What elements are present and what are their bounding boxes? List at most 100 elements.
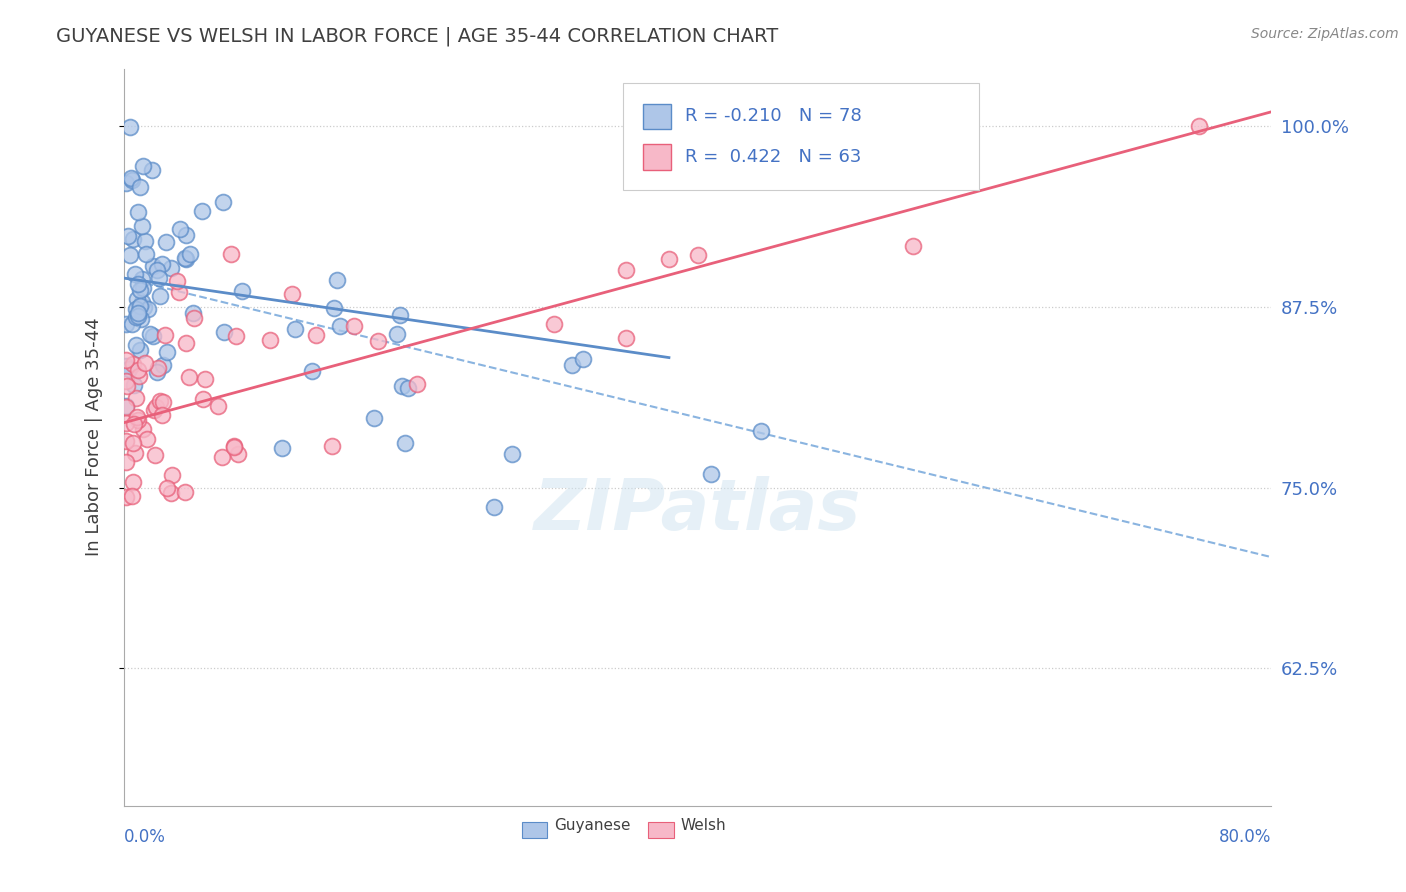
Point: [114, 490, 136, 504]
Point: [181, 306, 204, 320]
Point: [207, 399, 229, 413]
Point: [191, 392, 214, 406]
Point: [482, 500, 505, 515]
Point: [174, 251, 197, 265]
Point: [160, 485, 183, 500]
Point: [166, 274, 188, 288]
Point: [142, 260, 165, 274]
Point: [614, 263, 637, 277]
Point: [501, 447, 523, 461]
Point: [127, 205, 149, 219]
Point: [122, 475, 145, 490]
Point: [118, 362, 141, 376]
Point: [122, 232, 145, 246]
Point: [114, 434, 136, 448]
Point: [136, 301, 159, 316]
Point: [125, 338, 148, 352]
Point: [145, 400, 167, 414]
Point: [129, 283, 152, 297]
Point: [160, 467, 183, 482]
Point: [127, 363, 149, 377]
Point: [152, 395, 174, 409]
Point: [222, 438, 245, 452]
Point: [131, 294, 153, 309]
Point: [179, 370, 201, 384]
Point: [132, 300, 155, 314]
Point: [281, 287, 304, 301]
Point: [183, 311, 205, 326]
Point: [121, 489, 143, 503]
Point: [149, 289, 172, 303]
Point: [127, 413, 149, 427]
Point: [122, 378, 145, 392]
Point: [114, 455, 136, 469]
Point: [301, 363, 323, 377]
Point: [114, 400, 136, 414]
Point: [160, 260, 183, 275]
Point: [259, 333, 281, 347]
Point: [142, 403, 165, 417]
Point: [305, 327, 328, 342]
Point: [135, 247, 157, 261]
Point: [129, 312, 152, 326]
Point: [146, 365, 169, 379]
Point: [124, 446, 146, 460]
FancyBboxPatch shape: [623, 83, 979, 190]
Point: [214, 325, 236, 339]
Point: [148, 271, 170, 285]
Point: [150, 408, 173, 422]
Point: [389, 308, 412, 322]
Point: [167, 285, 190, 299]
Point: [149, 393, 172, 408]
Point: [150, 257, 173, 271]
Point: [391, 379, 413, 393]
Point: [174, 484, 197, 499]
Point: [271, 441, 294, 455]
Point: [115, 176, 138, 190]
Point: [121, 173, 143, 187]
Text: 80.0%: 80.0%: [1219, 828, 1271, 846]
Point: [686, 248, 709, 262]
Point: [131, 219, 153, 234]
Point: [326, 273, 349, 287]
Point: [406, 376, 429, 391]
Point: [115, 399, 138, 413]
Point: [115, 379, 138, 393]
Point: [222, 440, 245, 454]
Point: [127, 306, 149, 320]
Point: [128, 300, 150, 314]
Point: [363, 410, 385, 425]
Point: [145, 448, 167, 462]
Point: [174, 252, 197, 267]
Point: [179, 247, 201, 261]
Point: [128, 368, 150, 383]
Point: [572, 351, 595, 366]
Point: [118, 120, 141, 134]
Point: [387, 326, 409, 341]
Text: 0.0%: 0.0%: [124, 828, 166, 846]
Y-axis label: In Labor Force | Age 35-44: In Labor Force | Age 35-44: [86, 318, 103, 557]
Point: [394, 436, 416, 450]
Point: [329, 318, 352, 333]
Point: [190, 204, 212, 219]
FancyBboxPatch shape: [643, 145, 671, 169]
Point: [129, 299, 152, 313]
Point: [115, 359, 138, 373]
Text: R =  0.422   N = 63: R = 0.422 N = 63: [685, 148, 862, 166]
Point: [132, 422, 155, 436]
Point: [115, 416, 138, 430]
Point: [153, 327, 176, 342]
Point: [117, 229, 139, 244]
Point: [194, 371, 217, 385]
Point: [127, 277, 149, 292]
Point: [543, 317, 565, 331]
Point: [211, 195, 233, 210]
Point: [367, 334, 389, 348]
Text: R = -0.210   N = 78: R = -0.210 N = 78: [685, 107, 862, 126]
Text: Welsh: Welsh: [681, 818, 727, 833]
Point: [114, 317, 136, 331]
Point: [945, 120, 967, 134]
Point: [751, 424, 773, 438]
Point: [146, 361, 169, 376]
FancyBboxPatch shape: [643, 103, 671, 129]
